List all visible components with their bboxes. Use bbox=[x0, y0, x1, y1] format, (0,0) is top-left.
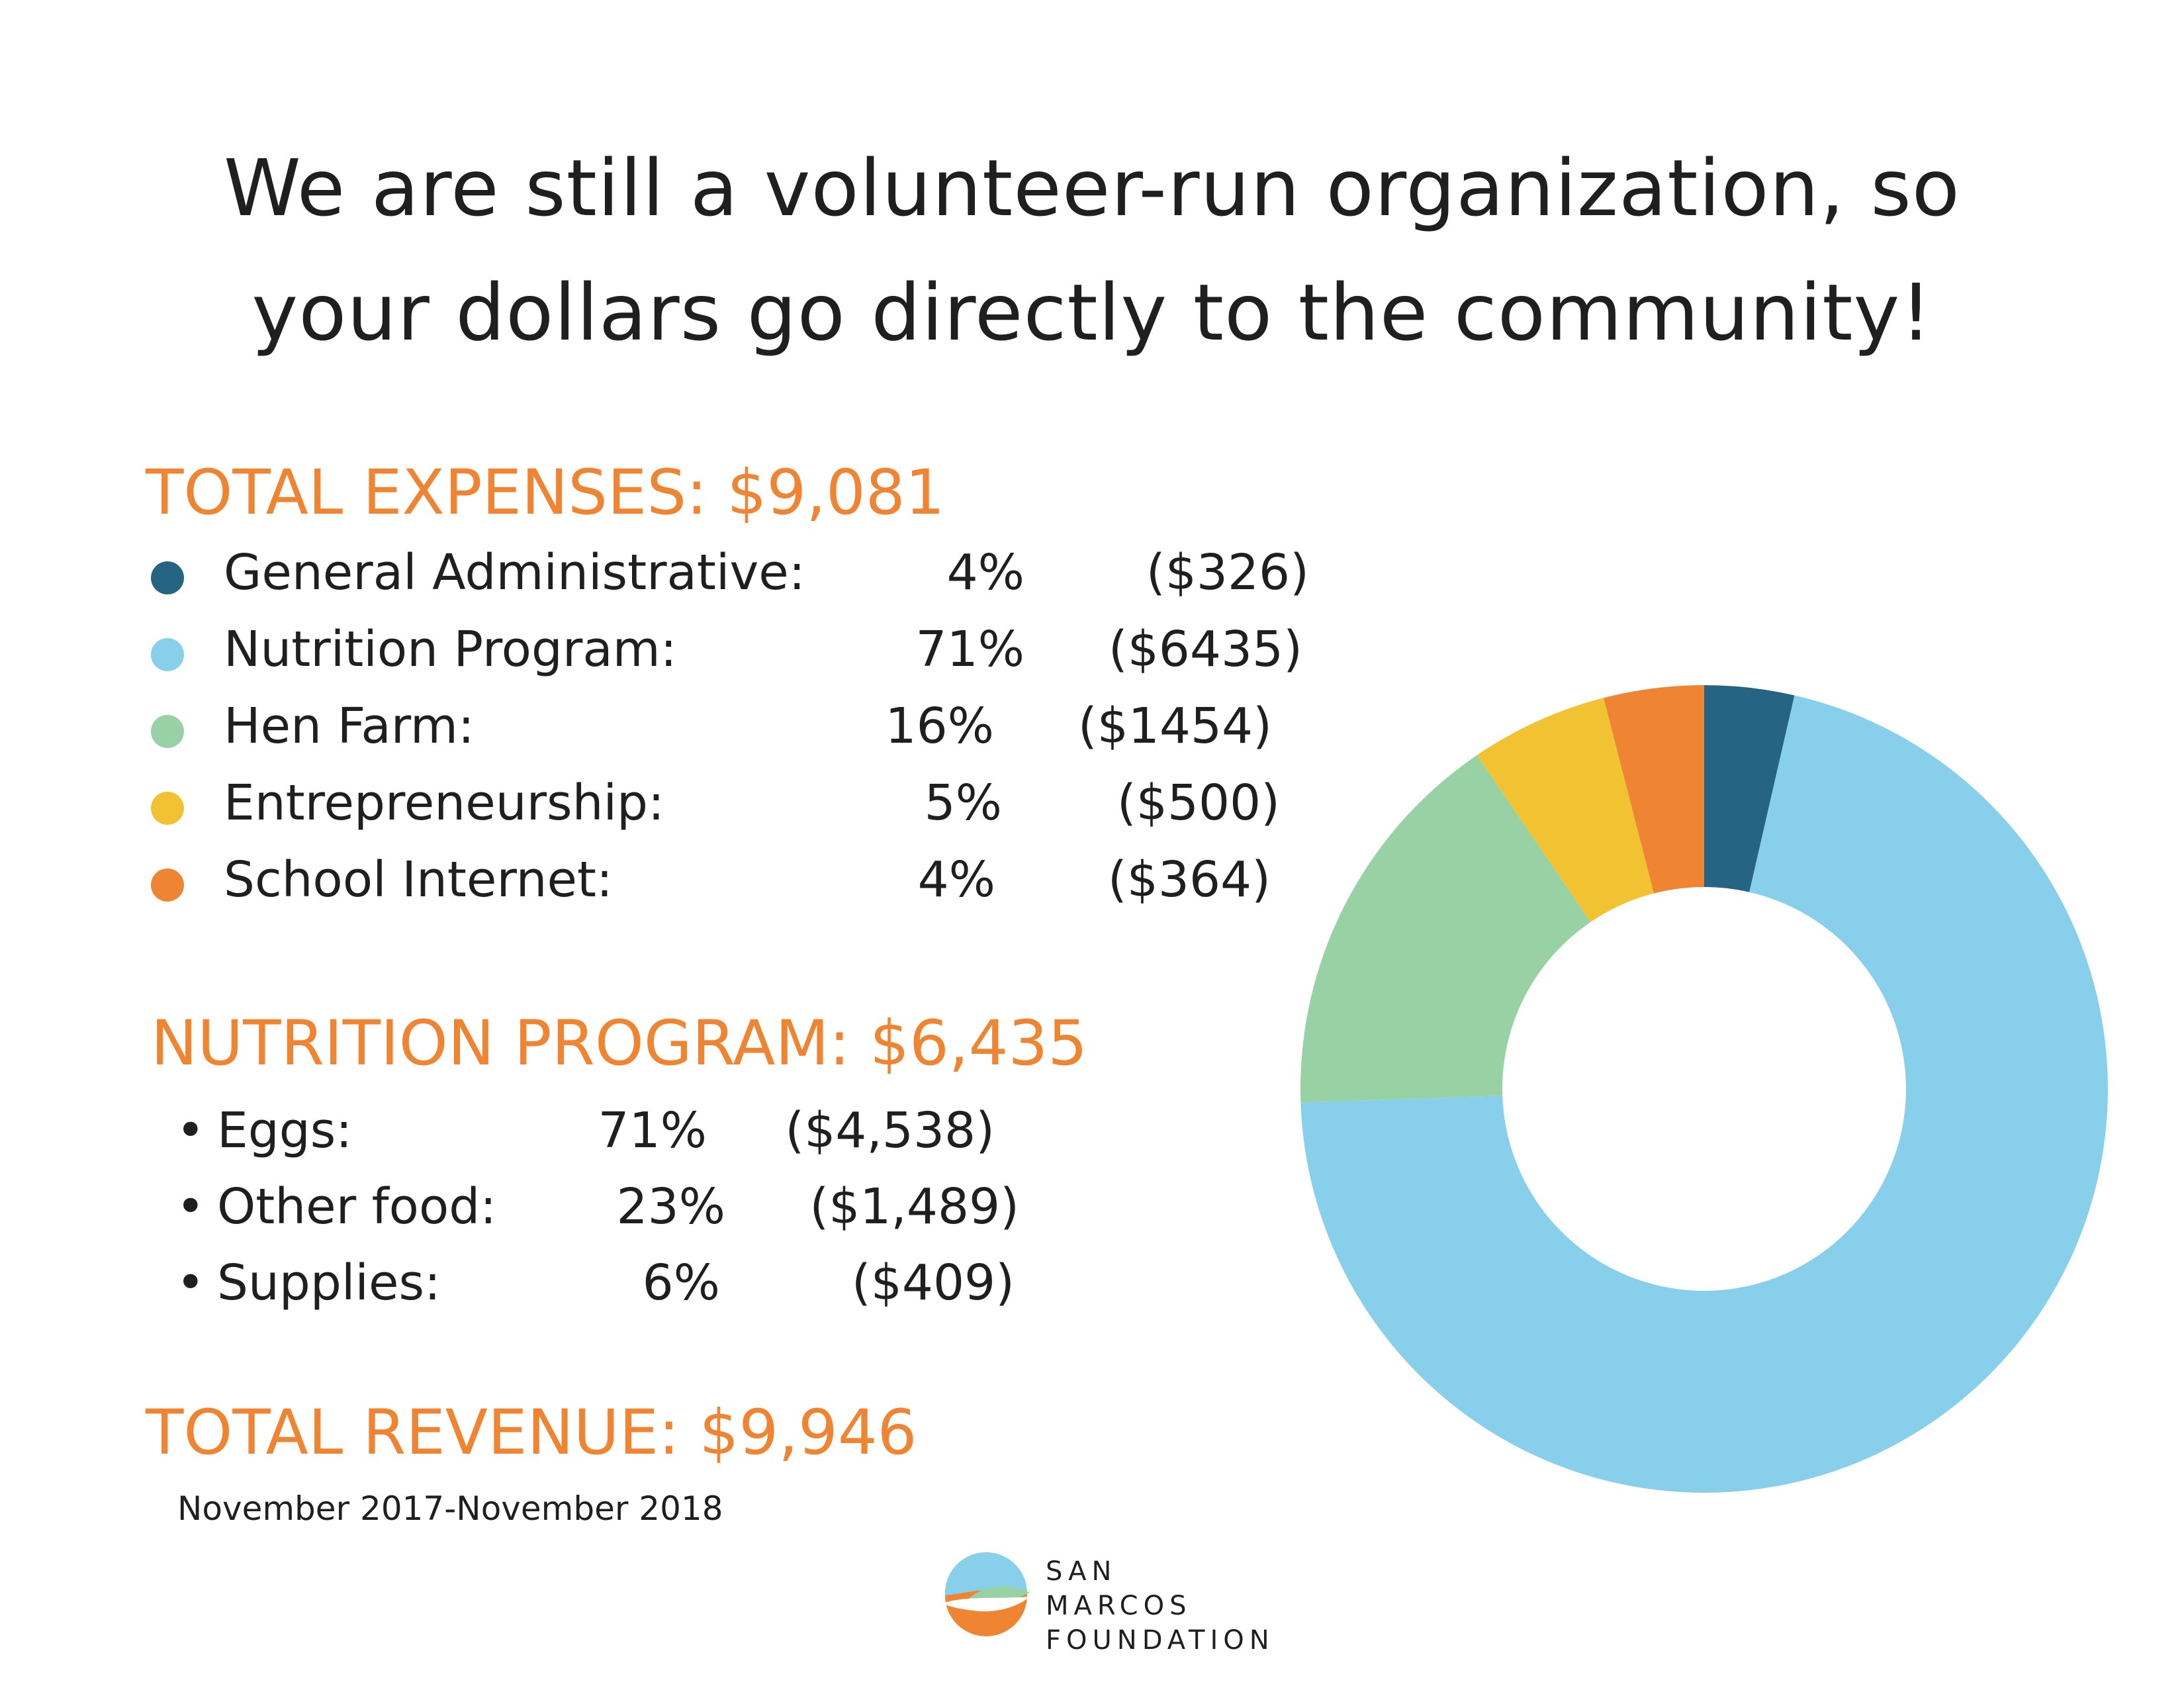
nutrition-title: NUTRITION PROGRAM: $6,435 bbox=[151, 1008, 1088, 1080]
expense-label: Entrepreneurship: bbox=[224, 774, 664, 831]
expense-amount: ($1454) bbox=[1077, 698, 1272, 755]
expense-label: General Administrative: bbox=[224, 544, 805, 601]
expense-pct: 4% bbox=[917, 851, 995, 908]
expense-amount: ($364) bbox=[1107, 851, 1271, 908]
nutrition-pct: 23% bbox=[616, 1178, 725, 1235]
logo-text-line-3: FOUNDATION bbox=[1046, 1625, 1275, 1656]
legend-dot-school-internet bbox=[151, 868, 184, 902]
bullet-icon: • bbox=[176, 1102, 205, 1159]
donut-slice-general-administrative bbox=[1704, 685, 1795, 892]
expenses-donut-chart bbox=[1300, 685, 2108, 1493]
expense-pct: 16% bbox=[885, 698, 994, 755]
expense-pct: 4% bbox=[946, 544, 1024, 601]
nutrition-pct: 71% bbox=[598, 1102, 707, 1159]
expense-label: School Internet: bbox=[224, 851, 613, 908]
nutrition-amount: ($4,538) bbox=[785, 1102, 995, 1159]
legend-dot-hen-farm bbox=[151, 715, 184, 748]
revenue-period: November 2017-November 2018 bbox=[177, 1489, 723, 1528]
donut-slice-nutrition-program bbox=[1300, 695, 2108, 1493]
donut-slice-hen-farm bbox=[1300, 755, 1591, 1103]
nutrition-amount: ($1,489) bbox=[809, 1178, 1019, 1235]
logo-text-line-2: MARCOS bbox=[1046, 1591, 1192, 1621]
legend-dot-entrepreneurship bbox=[151, 792, 184, 825]
legend-dot-admin bbox=[151, 561, 184, 594]
nutrition-pct: 6% bbox=[642, 1254, 720, 1311]
headline: We are still a volunteer-run organizatio… bbox=[0, 126, 2184, 375]
headline-line-2: your dollars go directly to the communit… bbox=[251, 267, 1933, 358]
bullet-icon: • bbox=[176, 1254, 205, 1311]
expense-amount: ($326) bbox=[1146, 544, 1309, 601]
nutrition-amount: ($409) bbox=[851, 1254, 1015, 1311]
expense-amount: ($500) bbox=[1116, 774, 1280, 831]
legend-dot-nutrition bbox=[151, 638, 184, 671]
expense-pct: 71% bbox=[915, 621, 1024, 678]
san-marcos-foundation-logo-icon bbox=[942, 1552, 1030, 1636]
expense-label: Nutrition Program: bbox=[224, 621, 677, 678]
nutrition-label: Other food: bbox=[217, 1178, 497, 1235]
headline-line-1: We are still a volunteer-run organizatio… bbox=[223, 142, 1960, 234]
logo-text-line-1: SAN bbox=[1046, 1556, 1117, 1587]
logo-text: SAN MARCOS FOUNDATION bbox=[1046, 1554, 1275, 1658]
revenue-title: TOTAL REVENUE: $9,946 bbox=[146, 1397, 917, 1469]
donut-slice-school-internet bbox=[1603, 685, 1704, 894]
nutrition-label: Supplies: bbox=[217, 1254, 441, 1311]
expenses-title: TOTAL EXPENSES: $9,081 bbox=[146, 457, 945, 529]
bullet-icon: • bbox=[176, 1178, 205, 1235]
expense-amount: ($6435) bbox=[1108, 621, 1302, 678]
expense-label: Hen Farm: bbox=[224, 698, 475, 755]
donut-slice-entrepreneurship bbox=[1477, 698, 1654, 922]
nutrition-label: Eggs: bbox=[217, 1102, 353, 1159]
expense-pct: 5% bbox=[924, 774, 1002, 831]
